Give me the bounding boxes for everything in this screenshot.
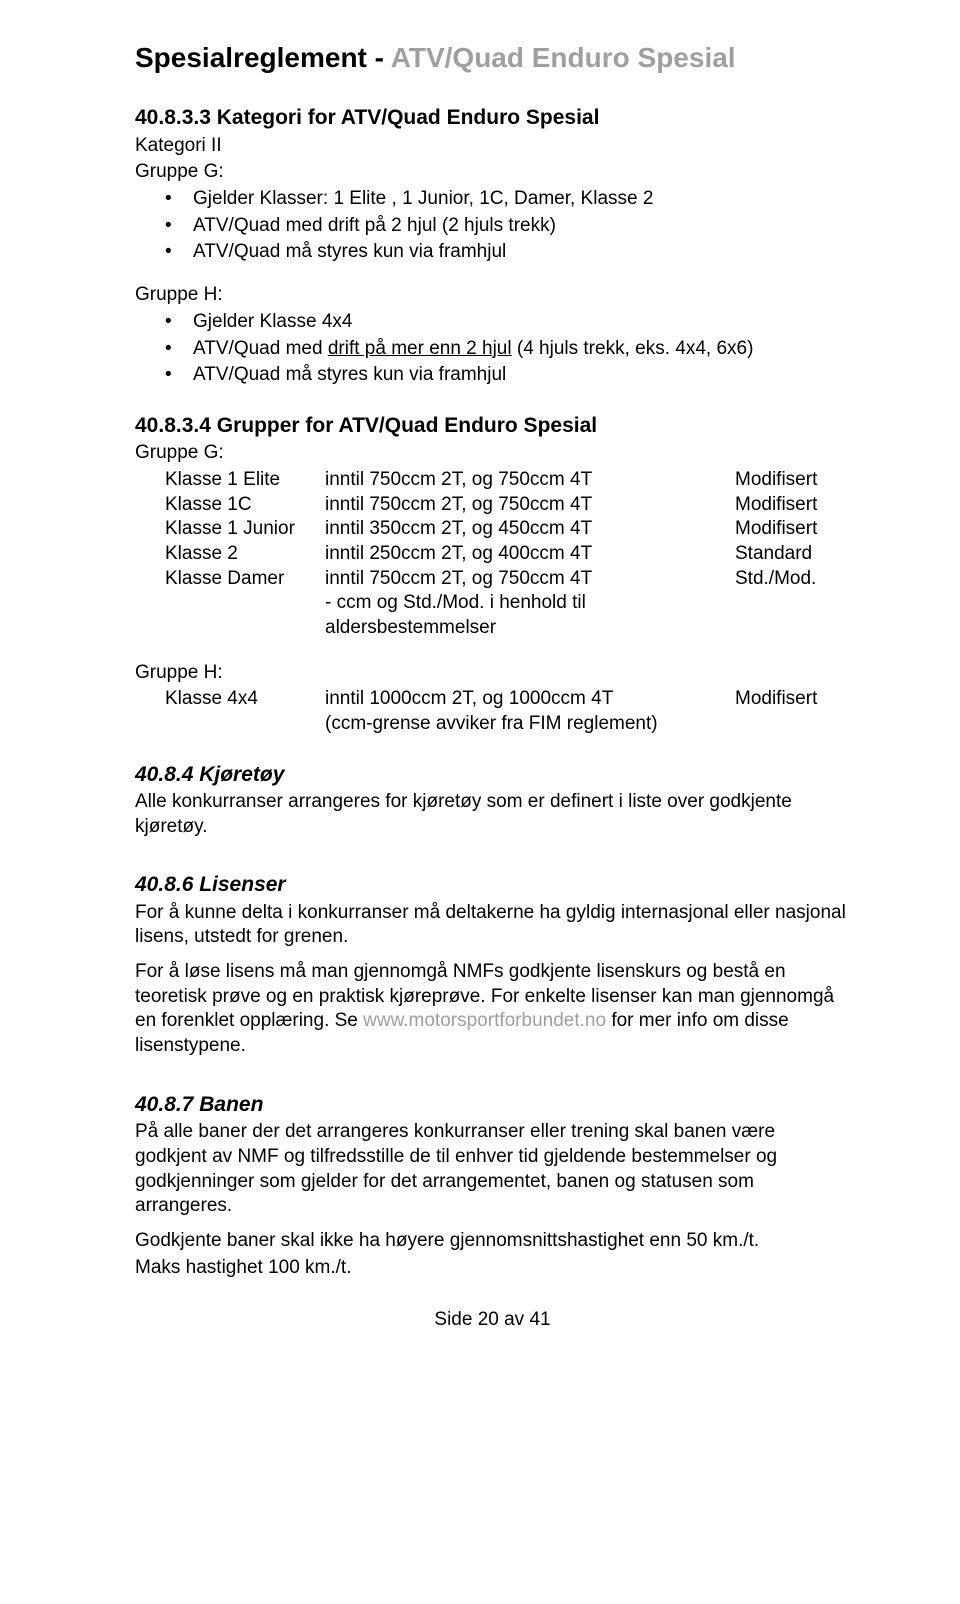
class-mod: Standard — [735, 542, 850, 567]
section-head-4084: 40.8.4 Kjøretøy — [135, 761, 850, 788]
list-item: Gjelder Klasse 4x4 — [165, 310, 850, 335]
section-head-40833: 40.8.3.3 Kategori for ATV/Quad Enduro Sp… — [135, 104, 850, 131]
class-spec: inntil 750ccm 2T, og 750ccm 4T — [325, 468, 735, 493]
class-spec: inntil 750ccm 2T, og 750ccm 4T — [325, 567, 735, 592]
class-spec: inntil 350ccm 2T, og 450ccm 4T — [325, 517, 735, 542]
class-mod: Modifisert — [735, 687, 850, 712]
class-mod: Modifisert — [735, 468, 850, 493]
section-4087: 40.8.7 Banen På alle baner der det arran… — [135, 1091, 850, 1280]
list-item: ATV/Quad med drift på mer enn 2 hjul (4 … — [165, 337, 850, 362]
section-head-4086: 40.8.6 Lisenser — [135, 871, 850, 898]
table-row: Klasse Damer inntil 750ccm 2T, og 750ccm… — [165, 567, 850, 592]
list-item: ATV/Quad må styres kun via framhjul — [165, 240, 850, 265]
list-item: Gjelder Klasser: 1 Elite , 1 Junior, 1C,… — [165, 187, 850, 212]
p1-4087: På alle baner der det arrangeres konkurr… — [135, 1120, 850, 1219]
gruppe-g-label: Gruppe G: — [135, 160, 850, 185]
table-note: (ccm-grense avviker fra FIM reglement) — [165, 712, 850, 737]
p1-4086: For å kunne delta i konkurranser må delt… — [135, 901, 850, 950]
class-spec: inntil 250ccm 2T, og 400ccm 4T — [325, 542, 735, 567]
list-item: ATV/Quad med drift på 2 hjul (2 hjuls tr… — [165, 214, 850, 239]
gruppe-h-table: Klasse 4x4 inntil 1000ccm 2T, og 1000ccm… — [135, 687, 850, 736]
table-row: Klasse 1C inntil 750ccm 2T, og 750ccm 4T… — [165, 493, 850, 518]
class-name: Klasse 1C — [165, 493, 325, 518]
table-row: Klasse 1 Elite inntil 750ccm 2T, og 750c… — [165, 468, 850, 493]
class-mod: Modifisert — [735, 493, 850, 518]
section-head-4087: 40.8.7 Banen — [135, 1091, 850, 1118]
table-note: - ccm og Std./Mod. i henhold til aldersb… — [165, 591, 850, 640]
url-text: www.motorsportforbundet.no — [363, 1010, 606, 1031]
p3-4087: Maks hastighet 100 km./t. — [135, 1256, 850, 1281]
list-item: ATV/Quad må styres kun via framhjul — [165, 363, 850, 388]
page-footer: Side 20 av 41 — [135, 1308, 850, 1333]
class-mod: Std./Mod. — [735, 567, 850, 592]
section-40834: 40.8.3.4 Grupper for ATV/Quad Enduro Spe… — [135, 412, 850, 737]
class-spec: inntil 1000ccm 2T, og 1000ccm 4T — [325, 687, 735, 712]
page-title: Spesialreglement - ATV/Quad Enduro Spesi… — [135, 40, 850, 76]
gruppe-g-table: Klasse 1 Elite inntil 750ccm 2T, og 750c… — [135, 468, 850, 641]
body-4084: Alle konkurranser arrangeres for kjøretø… — [135, 790, 850, 839]
section-4084: 40.8.4 Kjøretøy Alle konkurranser arrang… — [135, 761, 850, 840]
gruppe-g-label-2: Gruppe G: — [135, 441, 850, 466]
class-name: Klasse 1 Junior — [165, 517, 325, 542]
class-name: Klasse Damer — [165, 567, 325, 592]
section-4086: 40.8.6 Lisenser For å kunne delta i konk… — [135, 871, 850, 1058]
kategori-label: Kategori II — [135, 134, 850, 159]
title-gray: ATV/Quad Enduro Spesial — [391, 42, 736, 73]
gruppe-h-label: Gruppe H: — [135, 283, 850, 308]
class-name: Klasse 2 — [165, 542, 325, 567]
class-name: Klasse 4x4 — [165, 687, 325, 712]
table-row: Klasse 2 inntil 250ccm 2T, og 400ccm 4T … — [165, 542, 850, 567]
section-40833: 40.8.3.3 Kategori for ATV/Quad Enduro Sp… — [135, 104, 850, 387]
class-name: Klasse 1 Elite — [165, 468, 325, 493]
p2-4086: For å løse lisens må man gjennomgå NMFs … — [135, 960, 850, 1059]
title-black: Spesialreglement - — [135, 42, 391, 73]
table-row: Klasse 1 Junior inntil 350ccm 2T, og 450… — [165, 517, 850, 542]
gruppe-h-bullets: Gjelder Klasse 4x4 ATV/Quad med drift på… — [135, 310, 850, 388]
table-row: Klasse 4x4 inntil 1000ccm 2T, og 1000ccm… — [165, 687, 850, 712]
gruppe-g-bullets: Gjelder Klasser: 1 Elite , 1 Junior, 1C,… — [135, 187, 850, 265]
gruppe-h-label-2: Gruppe H: — [135, 661, 850, 686]
section-head-40834: 40.8.3.4 Grupper for ATV/Quad Enduro Spe… — [135, 412, 850, 439]
class-mod: Modifisert — [735, 517, 850, 542]
p2-4087: Godkjente baner skal ikke ha høyere gjen… — [135, 1229, 850, 1254]
class-spec: inntil 750ccm 2T, og 750ccm 4T — [325, 493, 735, 518]
